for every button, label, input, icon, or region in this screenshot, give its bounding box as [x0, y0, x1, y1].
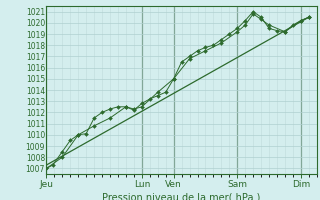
X-axis label: Pression niveau de la mer( hPa ): Pression niveau de la mer( hPa )	[102, 193, 261, 200]
